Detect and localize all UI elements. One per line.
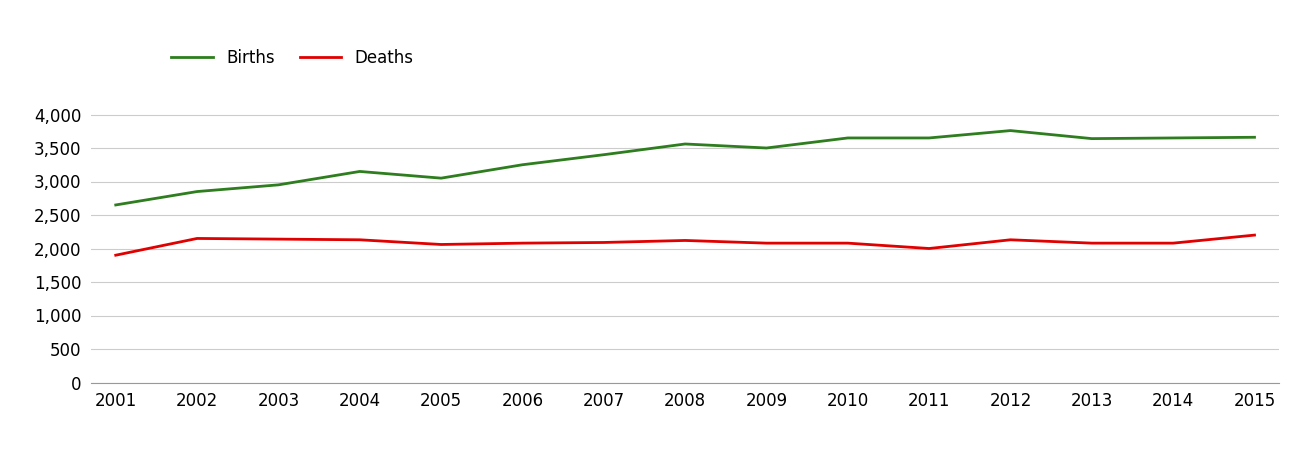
Deaths: [1002, 237, 1018, 243]
Line: Deaths: Deaths: [116, 235, 1254, 255]
Births: [1165, 135, 1181, 141]
Deaths: [1165, 240, 1181, 246]
Deaths: [677, 238, 693, 243]
Births: [514, 162, 530, 167]
Deaths: [433, 242, 449, 247]
Deaths: [1246, 232, 1262, 238]
Births: [108, 202, 124, 207]
Births: [1002, 128, 1018, 133]
Births: [270, 182, 286, 188]
Deaths: [840, 240, 856, 246]
Births: [758, 145, 774, 151]
Legend: Births, Deaths: Births, Deaths: [171, 49, 414, 67]
Births: [840, 135, 856, 141]
Births: [677, 141, 693, 147]
Births: [189, 189, 205, 194]
Births: [1084, 136, 1100, 141]
Deaths: [352, 237, 368, 243]
Deaths: [596, 240, 612, 245]
Births: [352, 169, 368, 174]
Births: [433, 176, 449, 181]
Deaths: [108, 252, 124, 258]
Deaths: [1084, 240, 1100, 246]
Line: Births: Births: [116, 130, 1254, 205]
Births: [596, 152, 612, 158]
Births: [1246, 135, 1262, 140]
Births: [921, 135, 937, 141]
Deaths: [758, 240, 774, 246]
Deaths: [189, 236, 205, 241]
Deaths: [921, 246, 937, 251]
Deaths: [270, 236, 286, 242]
Deaths: [514, 240, 530, 246]
